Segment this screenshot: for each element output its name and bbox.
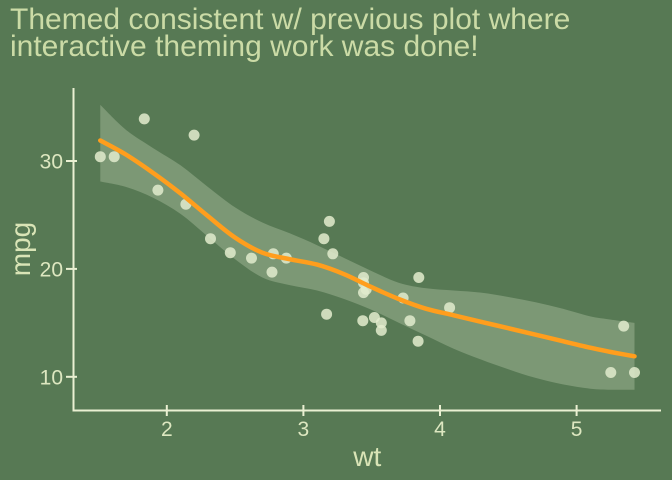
data-point — [321, 308, 333, 320]
x-axis-title: wt — [352, 441, 381, 472]
data-point — [138, 113, 150, 125]
x-tick-label: 3 — [298, 418, 310, 441]
y-tick-label: 20 — [40, 258, 63, 281]
data-point — [246, 252, 257, 264]
data-point — [266, 266, 278, 278]
x-tick-label: 2 — [161, 418, 173, 441]
plot-title: Themed consistent w/ previous plot where… — [10, 3, 571, 63]
data-point — [358, 287, 369, 299]
x-tick-label: 5 — [571, 418, 583, 441]
smooth-line — [98, 138, 637, 359]
data-point — [323, 215, 335, 227]
data-point — [605, 367, 617, 378]
data-point — [205, 233, 216, 245]
data-point — [108, 151, 120, 163]
data-point — [94, 151, 106, 163]
y-tick-label: 10 — [40, 366, 63, 389]
data-point — [224, 247, 236, 259]
data-point — [629, 367, 640, 378]
data-point — [618, 320, 630, 332]
x-tick-label: 4 — [434, 418, 446, 441]
data-point — [327, 248, 339, 260]
data-point — [318, 233, 330, 245]
data-point — [375, 317, 387, 329]
data-point — [357, 315, 369, 327]
data-point — [413, 272, 425, 283]
data-point — [404, 315, 416, 327]
data-point — [412, 335, 424, 347]
data-point — [152, 184, 164, 196]
y-axis-title: mpg — [5, 222, 36, 276]
plot-title-line1: Themed consistent w/ previous plot where — [10, 3, 571, 36]
confidence-ribbon — [100, 104, 635, 390]
data-point — [444, 302, 456, 314]
data-point — [188, 129, 200, 141]
plot-title-line2: interactive theming work was done! — [10, 30, 479, 63]
y-tick-label: 30 — [40, 151, 63, 174]
